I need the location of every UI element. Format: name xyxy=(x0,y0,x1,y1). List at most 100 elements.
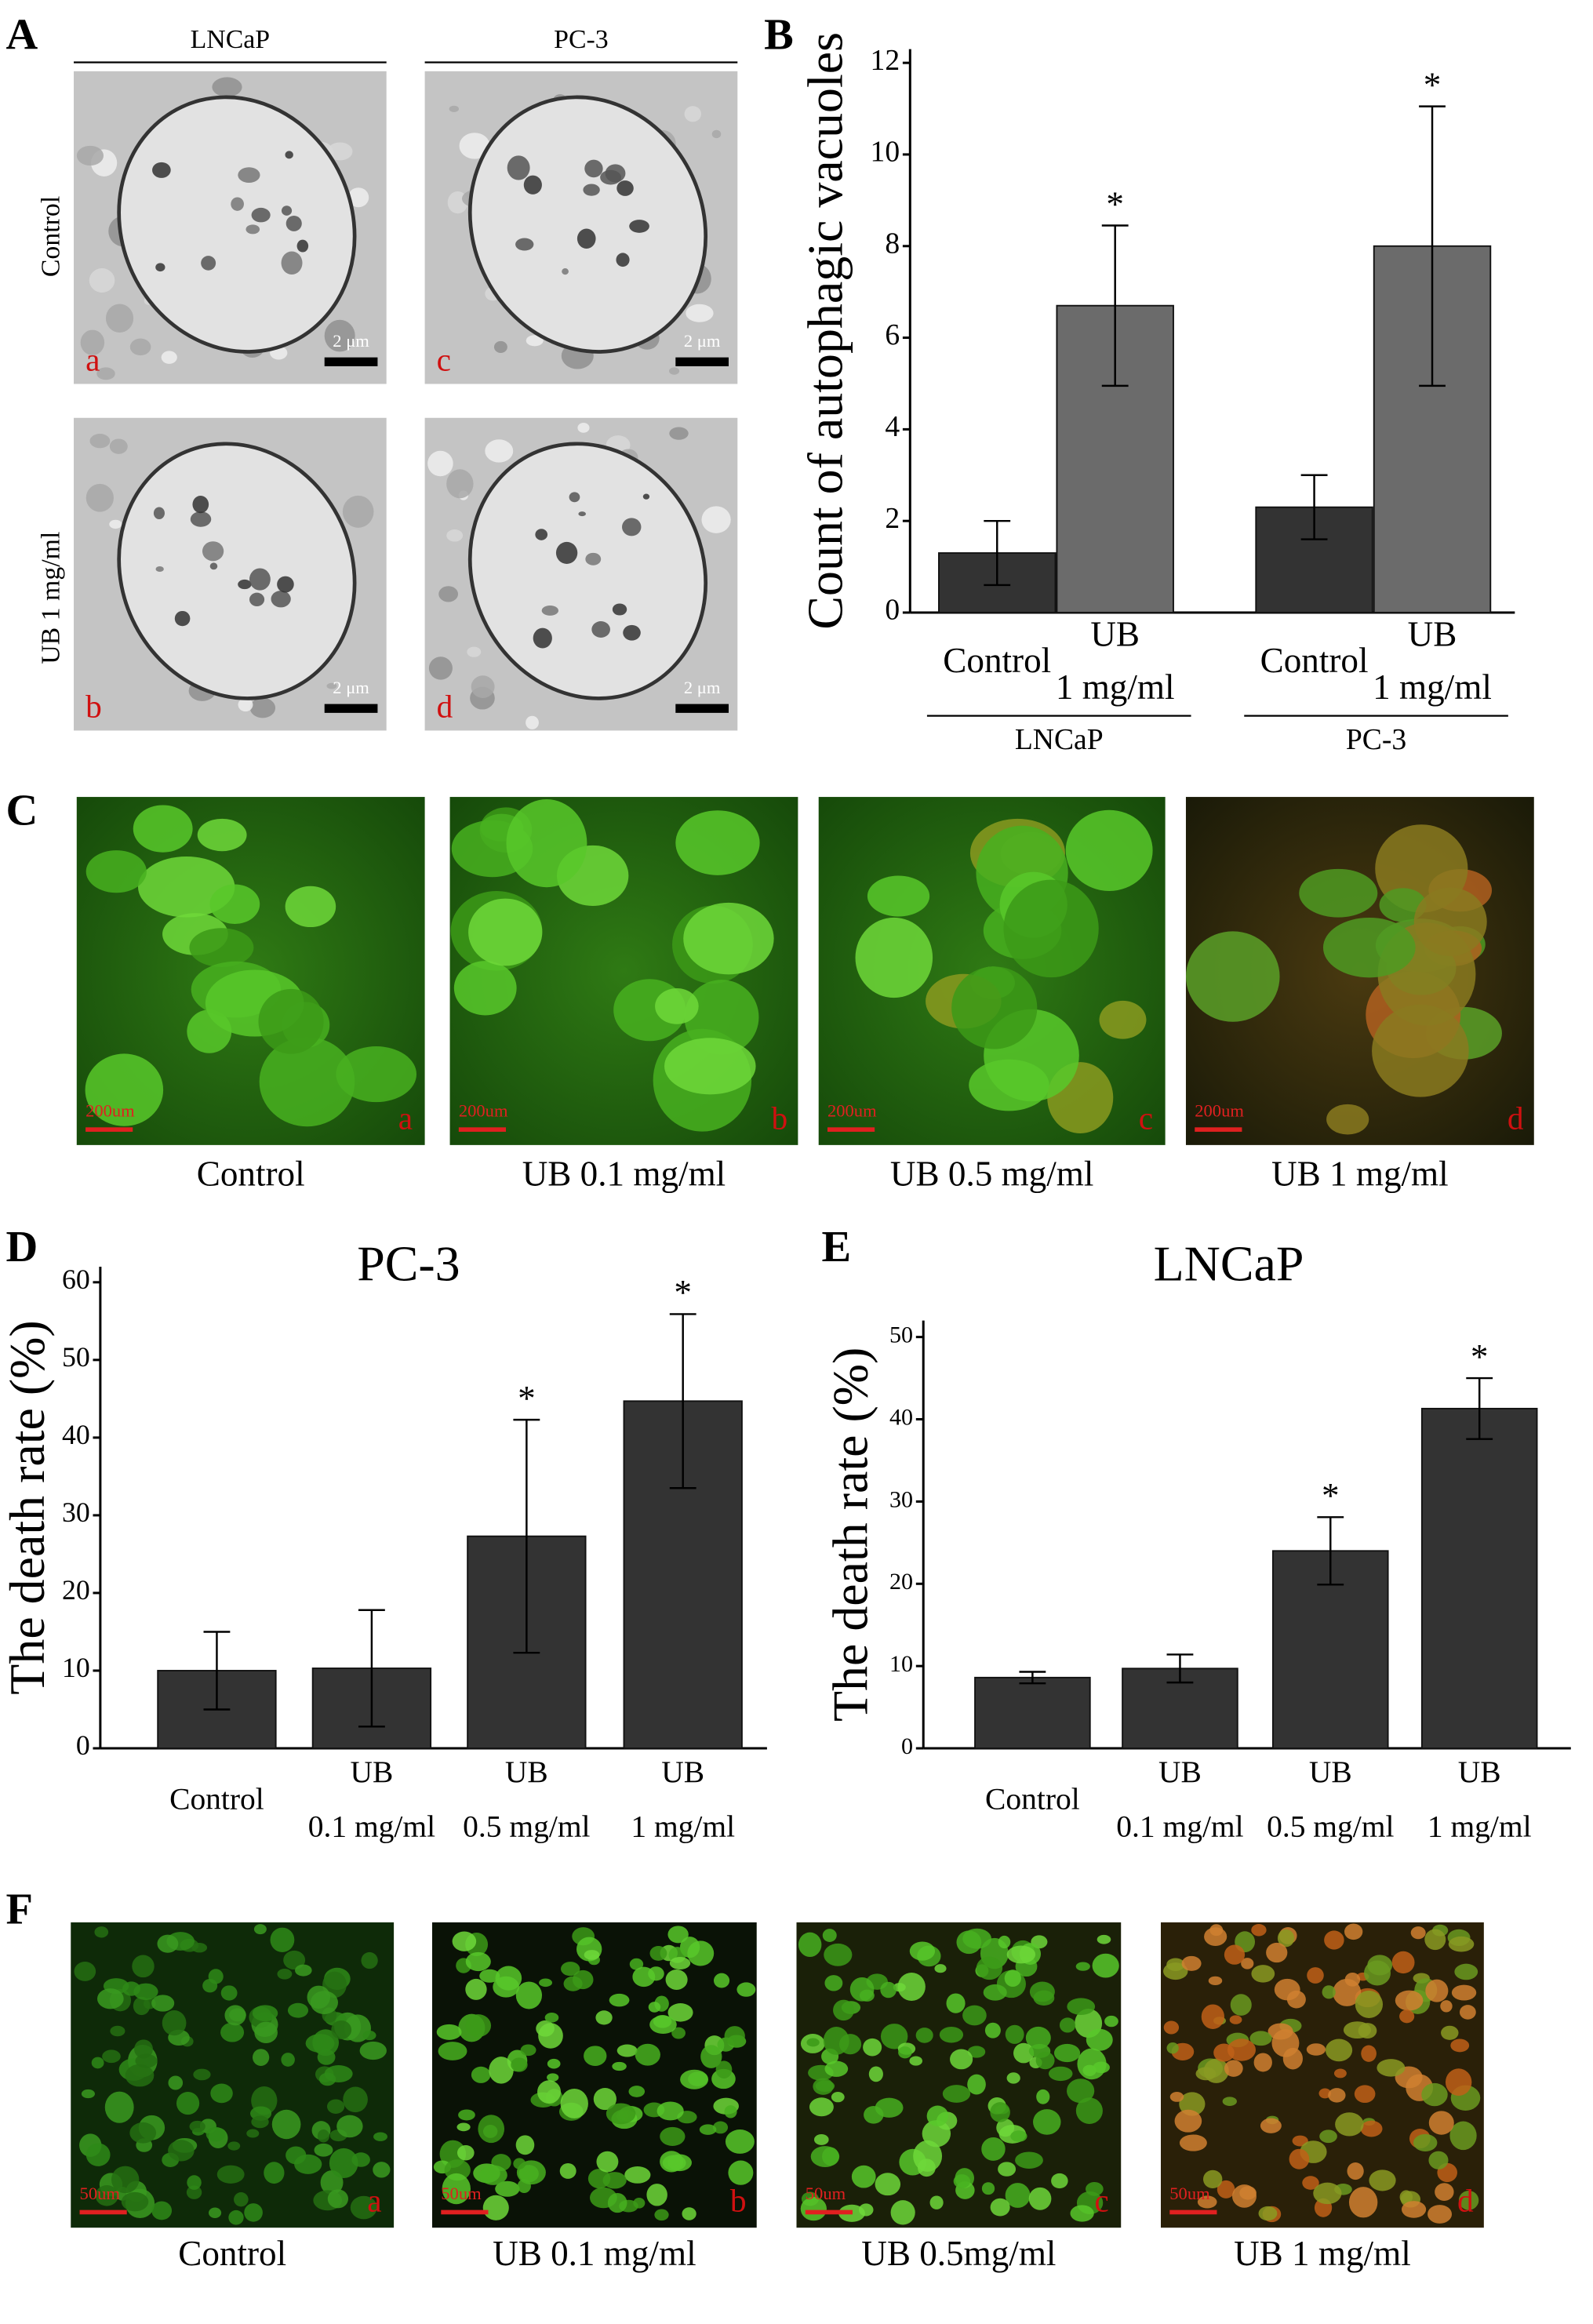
cell xyxy=(1326,1104,1369,1135)
cell xyxy=(331,2020,352,2040)
micrographs xyxy=(71,71,1534,2228)
cell xyxy=(96,367,115,380)
y-axis-label: The death rate (%) xyxy=(0,1320,55,1694)
cell xyxy=(1033,2109,1061,2135)
cell xyxy=(1227,2039,1256,2061)
cell xyxy=(675,810,760,875)
cell xyxy=(1051,2173,1068,2189)
cell xyxy=(74,1962,96,1981)
cell xyxy=(482,2195,509,2220)
cell xyxy=(1360,2120,1383,2137)
cell xyxy=(201,256,216,271)
cell xyxy=(868,2066,883,2082)
nucleus xyxy=(467,442,708,700)
cell xyxy=(798,1932,822,1958)
y-tick-label: 40 xyxy=(62,1419,90,1450)
x-tick-label: Control xyxy=(1260,641,1369,680)
cell xyxy=(246,2129,260,2138)
cell xyxy=(623,624,641,641)
cell xyxy=(1005,2183,1031,2208)
cell xyxy=(859,1989,875,2002)
cell xyxy=(251,2115,269,2129)
cell xyxy=(259,1037,355,1127)
cell xyxy=(665,1969,688,1990)
cell xyxy=(1174,2109,1202,2133)
x-tick-label: UB xyxy=(1158,1755,1202,1789)
row-label: Control xyxy=(36,196,65,277)
y-axis-label: Count of autophagic vacuoles xyxy=(797,32,853,630)
y-tick-label: 20 xyxy=(889,1568,913,1595)
y-tick-label: 6 xyxy=(885,318,900,351)
x-tick-label: 1 mg/ml xyxy=(631,1809,735,1844)
cell xyxy=(687,1940,715,1966)
cell xyxy=(981,2182,995,2195)
cell xyxy=(110,2025,125,2037)
cell xyxy=(1313,2182,1342,2205)
cell xyxy=(359,2041,387,2060)
cell xyxy=(596,2151,619,2173)
cell xyxy=(1195,2067,1217,2081)
cell xyxy=(967,2074,986,2095)
cell xyxy=(1372,1004,1469,1097)
cell xyxy=(824,1975,843,1991)
cell xyxy=(1364,1960,1391,1986)
scale-bar xyxy=(324,357,378,366)
scale-label: 200um xyxy=(1195,1101,1244,1121)
cell xyxy=(1306,2043,1326,2056)
cell xyxy=(428,656,453,680)
cell xyxy=(329,2148,358,2179)
significance-mark: * xyxy=(1424,65,1442,104)
cell xyxy=(151,2201,173,2220)
cell xyxy=(855,917,933,998)
cell xyxy=(983,1984,1007,2001)
cell xyxy=(1179,2134,1207,2151)
cell xyxy=(1217,2180,1235,2199)
y-tick-label: 40 xyxy=(889,1403,913,1430)
cell xyxy=(1435,2183,1454,2201)
cell xyxy=(1251,1923,1267,1937)
cell xyxy=(648,2002,661,2013)
cell xyxy=(725,2129,755,2154)
cell xyxy=(559,2163,576,2179)
cell xyxy=(76,145,104,166)
cell xyxy=(1377,2059,1406,2077)
cell xyxy=(956,1930,982,1955)
cell xyxy=(616,253,630,267)
cell xyxy=(1440,2000,1453,2013)
cell xyxy=(507,155,530,180)
cell xyxy=(471,2066,491,2083)
y-tick-label: 4 xyxy=(885,410,900,443)
cell xyxy=(479,1969,500,1983)
panel-label: A xyxy=(6,10,38,59)
cell xyxy=(1333,1978,1362,2006)
scale-label: 200um xyxy=(459,1101,508,1121)
cell xyxy=(153,507,165,519)
cell xyxy=(864,2105,884,2124)
image-caption: UB 0.5 mg/ml xyxy=(890,1155,1094,1194)
cell xyxy=(1454,1963,1478,1980)
cell xyxy=(224,2005,246,2026)
scale-bar xyxy=(79,2209,127,2215)
cell xyxy=(258,988,324,1054)
image-letter: b xyxy=(85,689,102,725)
cell xyxy=(161,351,177,364)
cell xyxy=(285,151,293,159)
cell xyxy=(1201,2004,1225,2029)
cell xyxy=(1202,2169,1223,2189)
cell xyxy=(465,1951,491,1972)
group-label: PC-3 xyxy=(1346,723,1406,756)
cell xyxy=(526,715,539,729)
cell xyxy=(1067,1998,1096,2015)
cell xyxy=(1013,2042,1035,2064)
cell xyxy=(655,988,699,1024)
cell xyxy=(89,268,115,293)
cell xyxy=(998,2162,1017,2177)
cell xyxy=(909,1941,936,1961)
cell xyxy=(680,2069,709,2089)
cell xyxy=(584,1950,600,1960)
scale-label: 50um xyxy=(806,2184,846,2203)
cell xyxy=(307,1985,331,2009)
image-caption: UB 0.1 mg/ml xyxy=(493,2234,696,2273)
scale-label: 2 μm xyxy=(333,678,369,697)
cell xyxy=(245,224,260,235)
